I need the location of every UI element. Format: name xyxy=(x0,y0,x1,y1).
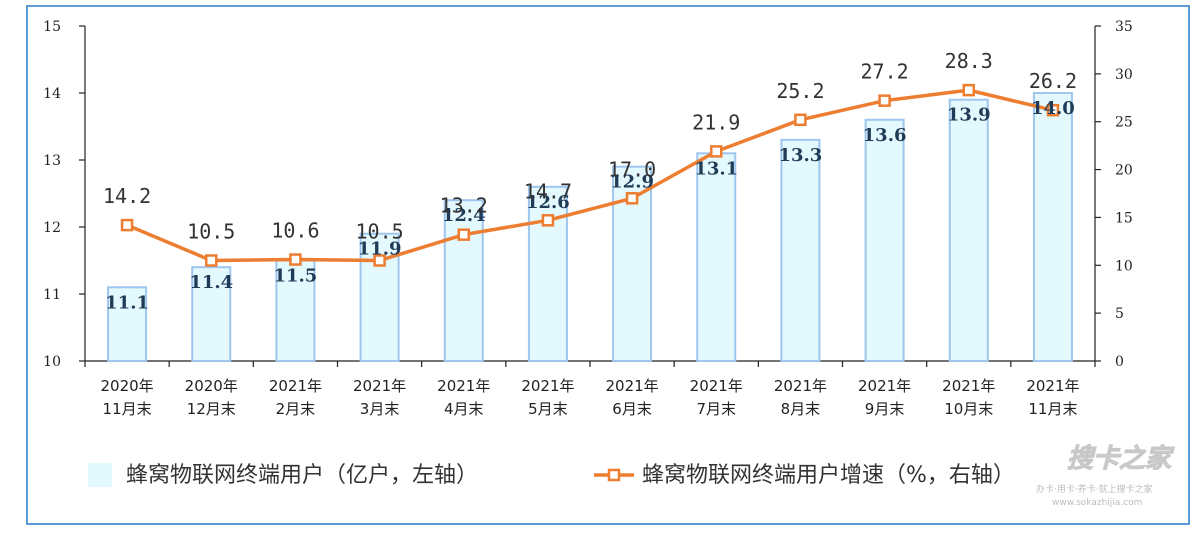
bar-value-label: 13.6 xyxy=(863,125,907,146)
line-point xyxy=(962,83,975,97)
x-tick-label-year: 2021年 xyxy=(437,377,490,395)
y-right-tick-label: 20 xyxy=(1115,163,1133,179)
bar-value-label: 11.1 xyxy=(105,292,149,313)
line-point xyxy=(373,254,386,267)
bar-value-label: 12.6 xyxy=(526,192,570,213)
bar-value-label: 11.4 xyxy=(189,272,233,293)
line-point xyxy=(289,253,302,266)
line-point xyxy=(457,228,470,241)
x-tick-label-year: 2021年 xyxy=(942,377,995,395)
x-tick-label-year: 2020年 xyxy=(100,377,153,395)
line-point xyxy=(120,218,134,232)
watermark-brand: 搜卡之家 xyxy=(1067,444,1175,474)
line-value-label: 10.5 xyxy=(355,220,403,244)
line-value-label: 21.9 xyxy=(692,110,740,134)
x-tick-label-year: 2021年 xyxy=(858,377,911,395)
y-right-tick-label: 10 xyxy=(1115,258,1133,274)
x-tick-label-year: 2021年 xyxy=(521,377,574,395)
bar-value-label: 12.9 xyxy=(610,172,654,193)
x-tick-label-month: 11月末 xyxy=(103,400,152,418)
x-tick-label-year: 2021年 xyxy=(353,377,406,395)
bar-value-label: 12.4 xyxy=(442,205,486,226)
bar xyxy=(191,266,232,363)
line-value-label: 14.7 xyxy=(524,179,572,203)
bar xyxy=(107,286,148,362)
legend-line-label: 蜂窝物联网终端用户增速（%，右轴） xyxy=(642,463,1015,488)
watermark-tagline: 办卡·用卡·养卡·就上搜卡之家 xyxy=(1036,483,1153,495)
line-value-label: 10.5 xyxy=(187,220,235,244)
bar-value-label: 13.1 xyxy=(694,158,738,179)
line-point xyxy=(710,145,723,158)
line-point xyxy=(1046,103,1060,117)
x-tick-label-month: 11月末 xyxy=(1028,400,1077,418)
y-right-tick-label: 35 xyxy=(1115,19,1133,35)
x-tick-label-year: 2021年 xyxy=(605,377,658,395)
bar-value-label: 13.3 xyxy=(778,145,822,166)
legend-bar-label: 蜂窝物联网终端用户（亿户，左轴） xyxy=(126,463,478,488)
growth-line xyxy=(126,88,1054,263)
x-tick-label-month: 3月末 xyxy=(360,400,400,418)
y-right-tick-label: 15 xyxy=(1115,210,1133,226)
bar xyxy=(864,118,905,362)
line-value-label: 14.2 xyxy=(103,184,151,208)
bar xyxy=(780,138,821,362)
bar xyxy=(948,98,989,362)
watermark-url: www.sokazhijia.com xyxy=(1052,498,1142,508)
line-value-label: 17.0 xyxy=(608,157,656,181)
bar xyxy=(527,185,568,362)
line-point xyxy=(878,94,891,107)
bar xyxy=(1032,92,1073,362)
bar-value-label: 11.9 xyxy=(358,239,402,260)
line-value-label: 13.2 xyxy=(440,194,488,218)
y-right-tick-label: 5 xyxy=(1115,306,1124,322)
x-tick-label-month: 9月末 xyxy=(865,400,905,418)
x-tick-label-month: 7月末 xyxy=(696,400,736,418)
y-left-tick-label: 14 xyxy=(43,86,61,102)
x-tick-label-year: 2021年 xyxy=(269,377,322,395)
bar xyxy=(696,152,737,362)
y-left-tick-label: 15 xyxy=(43,19,61,35)
line-value-label: 27.2 xyxy=(860,60,908,84)
legend-line-marker xyxy=(607,468,621,482)
line-value-label: 26.2 xyxy=(1029,69,1077,93)
y-left-tick-label: 12 xyxy=(43,220,61,236)
bar-value-label: 13.9 xyxy=(947,105,991,126)
line-point xyxy=(541,214,555,227)
line-point xyxy=(625,192,639,205)
bar-value-label: 11.5 xyxy=(273,266,317,287)
x-tick-label-month: 12月末 xyxy=(187,400,236,418)
line-point xyxy=(205,254,218,267)
x-tick-label-year: 2021年 xyxy=(690,377,743,395)
legend-bar-swatch xyxy=(88,463,112,487)
line-value-label: 25.2 xyxy=(776,79,824,103)
x-tick-label-month: 8月末 xyxy=(781,400,821,418)
x-tick-label-month: 2月末 xyxy=(276,400,316,418)
x-tick-label-month: 6月末 xyxy=(612,400,652,418)
x-tick-label-month: 5月末 xyxy=(528,400,568,418)
line-point xyxy=(794,113,807,127)
y-left-tick-label: 11 xyxy=(43,287,61,303)
y-right-tick-label: 0 xyxy=(1115,354,1124,370)
x-tick-label-month: 4月末 xyxy=(444,400,484,418)
x-tick-label-year: 2020年 xyxy=(185,377,238,395)
x-tick-label-year: 2021年 xyxy=(1026,377,1079,395)
x-tick-label-month: 10月末 xyxy=(944,400,993,418)
y-right-tick-label: 25 xyxy=(1115,115,1133,131)
bar xyxy=(443,199,484,362)
line-value-label: 28.3 xyxy=(945,49,993,73)
y-right-tick-label: 30 xyxy=(1115,67,1133,83)
y-left-tick-label: 10 xyxy=(43,354,61,370)
bar-value-label: 14.0 xyxy=(1031,98,1075,119)
x-tick-label-year: 2021年 xyxy=(774,377,827,395)
line-value-label: 10.6 xyxy=(271,219,319,243)
y-left-tick-label: 13 xyxy=(43,153,61,169)
chart-frame xyxy=(26,5,1190,525)
